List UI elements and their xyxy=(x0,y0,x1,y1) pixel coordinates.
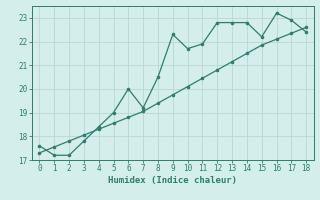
X-axis label: Humidex (Indice chaleur): Humidex (Indice chaleur) xyxy=(108,176,237,185)
